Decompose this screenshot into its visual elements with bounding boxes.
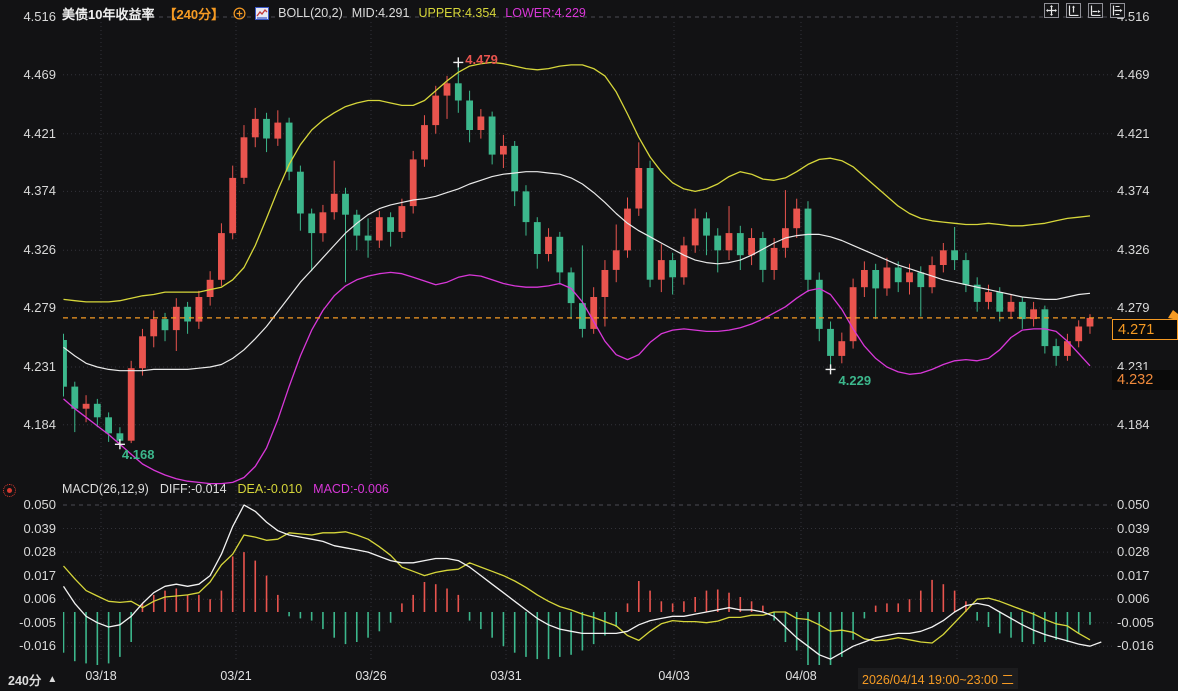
macd-axis-label: 0.017 bbox=[23, 567, 56, 583]
x-axis-scale-icon[interactable] bbox=[1088, 3, 1103, 18]
price-axis-label: 4.374 bbox=[1117, 183, 1150, 199]
add-indicator-icon[interactable] bbox=[233, 6, 246, 20]
price-axis-label: 4.326 bbox=[1117, 242, 1150, 258]
macd-params-label[interactable]: MACD(26,12,9) bbox=[62, 482, 149, 496]
price-axis-label: 4.516 bbox=[23, 9, 56, 24]
price-axis-label: 4.469 bbox=[1117, 66, 1150, 82]
pan-icon[interactable] bbox=[1044, 3, 1059, 18]
low-price-marker-label-left: 4.168 bbox=[121, 447, 155, 463]
page-title: 美债10年收益率 bbox=[62, 6, 155, 22]
macd-axis-label: -0.005 bbox=[19, 614, 56, 630]
price-axis-label: 4.279 bbox=[23, 300, 56, 316]
price-axis-label: 4.231 bbox=[23, 358, 56, 374]
footer-interval[interactable]: 240分 ▲ bbox=[8, 670, 57, 689]
high-price-marker-label: 4.479 bbox=[465, 52, 498, 68]
boll-label[interactable]: BOLL(20,2) bbox=[278, 6, 343, 20]
x-axis-tick-label: 04/03 bbox=[658, 669, 690, 683]
footer-interval-label: 240分 bbox=[8, 674, 42, 688]
price-axis-label: 4.374 bbox=[23, 183, 56, 199]
macd-axis-label: 0.050 bbox=[1117, 497, 1150, 512]
indicator-chart-icon[interactable] bbox=[255, 6, 270, 20]
price-axis-label: 4.469 bbox=[23, 66, 56, 82]
interval-up-arrow-icon: ▲ bbox=[47, 674, 58, 685]
macd-hist-value: MACD:-0.006 bbox=[313, 482, 389, 496]
macd-axis-label: -0.016 bbox=[1117, 638, 1154, 654]
macd-axis-label: 0.039 bbox=[1117, 520, 1150, 536]
macd-axis-label: -0.016 bbox=[19, 638, 56, 654]
price-axis-label: 4.421 bbox=[1117, 125, 1150, 141]
boll-lower-value: LOWER:4.229 bbox=[505, 6, 586, 20]
reference-price-badge: 4.232 bbox=[1112, 369, 1178, 390]
price-axis-label: 4.184 bbox=[1117, 416, 1150, 432]
restore-layout-icon[interactable] bbox=[1110, 3, 1125, 18]
macd-axis-label: 0.028 bbox=[1117, 544, 1150, 560]
chart-header: 美债10年收益率 【240分】 BOLL(20,2) MID:4.291 UPP… bbox=[62, 4, 586, 22]
x-axis-tick-label: 04/08 bbox=[785, 669, 817, 683]
price-axis-label: 4.184 bbox=[23, 416, 56, 432]
x-axis-tick-label: 03/21 bbox=[220, 669, 252, 683]
low-price-marker-label-right: 4.229 bbox=[838, 373, 872, 389]
price-axis-label: 4.421 bbox=[23, 125, 56, 141]
window-controls bbox=[1044, 3, 1125, 18]
interval-badge[interactable]: 【240分】 bbox=[163, 6, 225, 22]
macd-axis-label: 0.006 bbox=[1117, 591, 1150, 607]
x-axis-tick-label: 03/26 bbox=[355, 669, 387, 683]
price-axis-label: 4.326 bbox=[23, 242, 56, 258]
boll-mid-value: MID:4.291 bbox=[351, 6, 410, 20]
macd-axis-label: 0.017 bbox=[1117, 567, 1150, 583]
macd-axis-label: -0.005 bbox=[1117, 614, 1154, 630]
macd-axis-label: 0.039 bbox=[23, 520, 56, 536]
macd-axis-label: 0.028 bbox=[23, 544, 56, 560]
macd-axis-label: 0.006 bbox=[23, 591, 56, 607]
macd-dea-value: DEA:-0.010 bbox=[237, 482, 303, 496]
boll-upper-value: UPPER:4.354 bbox=[418, 6, 497, 20]
price-axis-label: 4.279 bbox=[1117, 300, 1150, 316]
price-alert-icon bbox=[1168, 310, 1178, 320]
hovered-date-label: 2026/04/14 19:00~23:00 二 bbox=[858, 668, 1018, 689]
y-axis-scale-icon[interactable] bbox=[1066, 3, 1081, 18]
x-axis-tick-label: 03/18 bbox=[85, 669, 117, 683]
price-axis-label: 4.516 bbox=[1117, 9, 1150, 24]
last-price-badge[interactable]: 4.271 bbox=[1112, 318, 1178, 340]
macd-axis-label: 0.050 bbox=[23, 497, 56, 512]
macd-diff-value: DIFF:-0.014 bbox=[159, 482, 227, 496]
macd-header: MACD(26,12,9) DIFF:-0.014 DEA:-0.010 MAC… bbox=[62, 482, 389, 496]
x-axis-tick-label: 03/31 bbox=[490, 669, 522, 683]
record-dot-icon[interactable] bbox=[3, 484, 16, 497]
